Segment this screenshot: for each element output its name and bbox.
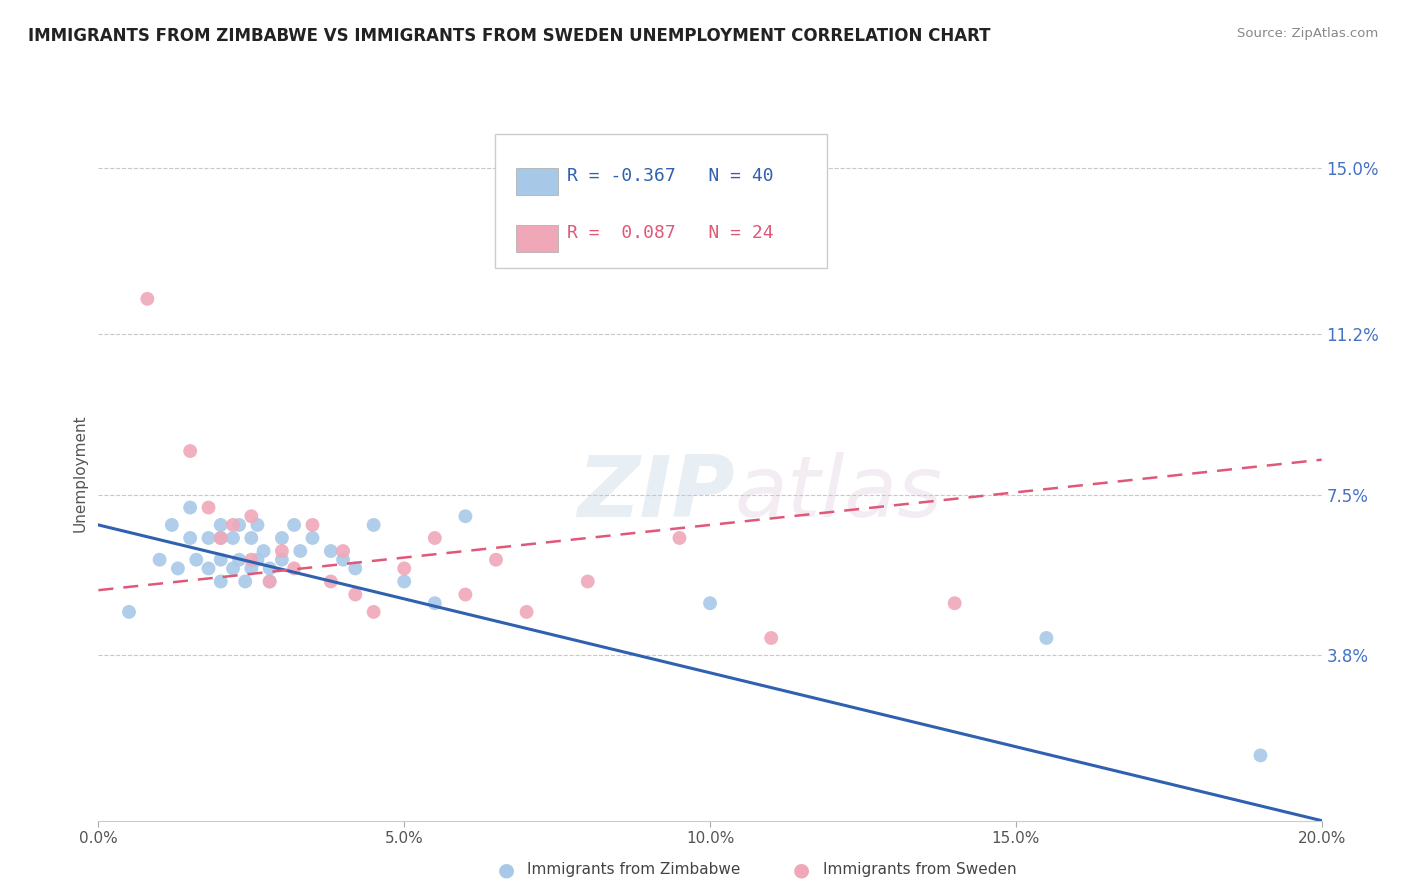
Point bbox=[233, 574, 256, 589]
Text: Immigrants from Zimbabwe: Immigrants from Zimbabwe bbox=[527, 863, 741, 877]
Point bbox=[319, 544, 342, 558]
Text: Immigrants from Sweden: Immigrants from Sweden bbox=[823, 863, 1017, 877]
Y-axis label: Unemployment: Unemployment bbox=[73, 414, 89, 532]
Point bbox=[454, 588, 477, 602]
Point bbox=[344, 588, 367, 602]
Point bbox=[209, 531, 232, 545]
Point bbox=[209, 552, 232, 567]
Point bbox=[222, 561, 245, 575]
Point bbox=[118, 605, 141, 619]
Text: ZIP: ZIP bbox=[576, 452, 734, 535]
Point bbox=[759, 631, 782, 645]
Text: R =  0.087   N = 24: R = 0.087 N = 24 bbox=[567, 224, 773, 242]
Point bbox=[270, 544, 292, 558]
Point bbox=[363, 517, 385, 532]
Point bbox=[392, 574, 416, 589]
Point bbox=[179, 444, 201, 458]
Text: R = -0.367   N = 40: R = -0.367 N = 40 bbox=[567, 168, 773, 186]
Point bbox=[222, 531, 245, 545]
Point bbox=[516, 605, 538, 619]
Text: ●: ● bbox=[498, 860, 515, 880]
Point bbox=[209, 531, 232, 545]
Point bbox=[668, 531, 690, 545]
Point bbox=[186, 552, 208, 567]
Point bbox=[136, 292, 159, 306]
Point bbox=[290, 544, 312, 558]
Point bbox=[283, 561, 305, 575]
Point bbox=[1249, 748, 1271, 763]
Point bbox=[246, 517, 269, 532]
Point bbox=[240, 531, 263, 545]
Point bbox=[454, 509, 477, 524]
Text: ●: ● bbox=[793, 860, 810, 880]
Point bbox=[197, 561, 219, 575]
Point bbox=[301, 517, 323, 532]
Point bbox=[179, 531, 201, 545]
Point bbox=[943, 596, 966, 610]
Point bbox=[1035, 631, 1057, 645]
Point bbox=[240, 509, 263, 524]
Point bbox=[197, 531, 219, 545]
Point bbox=[485, 552, 508, 567]
Point bbox=[259, 574, 281, 589]
Point bbox=[319, 574, 342, 589]
Text: Source: ZipAtlas.com: Source: ZipAtlas.com bbox=[1237, 27, 1378, 40]
Point bbox=[423, 531, 446, 545]
Point bbox=[301, 531, 323, 545]
Point bbox=[252, 544, 274, 558]
Point bbox=[270, 531, 292, 545]
Point bbox=[259, 561, 281, 575]
Text: atlas: atlas bbox=[734, 452, 942, 535]
Point bbox=[392, 561, 416, 575]
Point bbox=[197, 500, 219, 515]
Point bbox=[179, 500, 201, 515]
Point bbox=[259, 574, 281, 589]
Point bbox=[283, 517, 305, 532]
Point bbox=[699, 596, 721, 610]
Point bbox=[240, 552, 263, 567]
Point bbox=[240, 561, 263, 575]
Point bbox=[228, 517, 250, 532]
Point bbox=[423, 596, 446, 610]
Point bbox=[332, 544, 354, 558]
Point bbox=[344, 561, 367, 575]
Point bbox=[149, 552, 172, 567]
Point bbox=[270, 552, 292, 567]
Point bbox=[363, 605, 385, 619]
Point bbox=[209, 517, 232, 532]
Point bbox=[167, 561, 190, 575]
Point bbox=[228, 552, 250, 567]
Point bbox=[222, 517, 245, 532]
Text: IMMIGRANTS FROM ZIMBABWE VS IMMIGRANTS FROM SWEDEN UNEMPLOYMENT CORRELATION CHAR: IMMIGRANTS FROM ZIMBABWE VS IMMIGRANTS F… bbox=[28, 27, 991, 45]
Point bbox=[332, 552, 354, 567]
Point bbox=[246, 552, 269, 567]
Point bbox=[576, 574, 599, 589]
Point bbox=[209, 574, 232, 589]
Point bbox=[160, 517, 183, 532]
